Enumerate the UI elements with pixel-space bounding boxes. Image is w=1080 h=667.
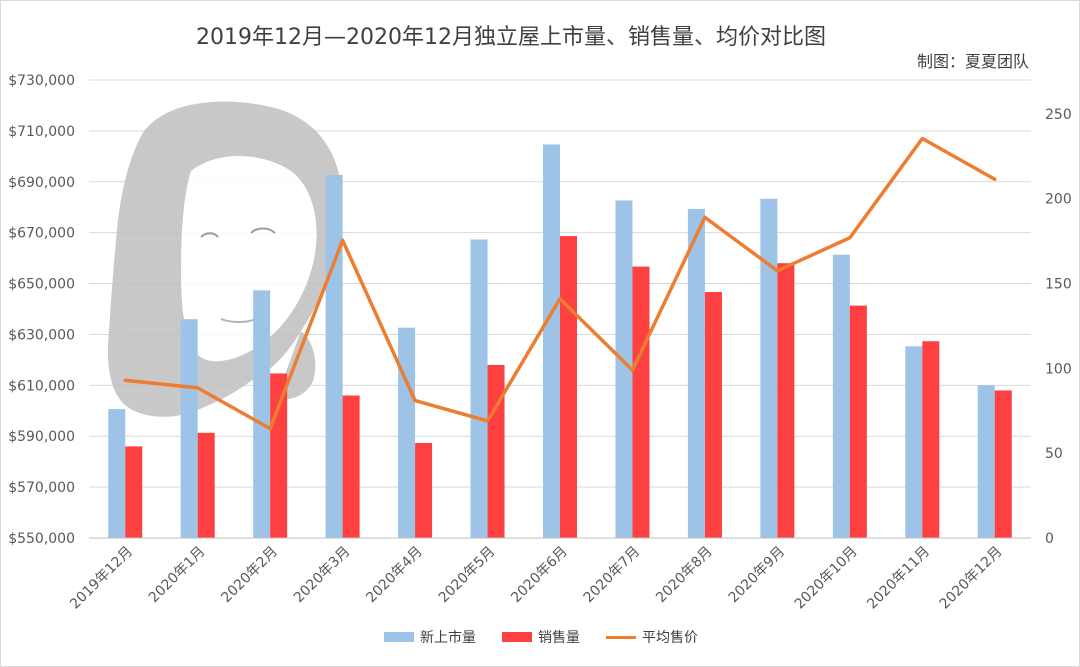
legend-swatch-avg-price [606,635,636,639]
bar-new-listings [615,200,633,538]
x-axis-tick-label: 2020年11月 [864,544,933,613]
legend-swatch-new-listings [384,632,414,642]
left-axis-tick-label: $690,000 [8,175,75,191]
bar-sales [777,263,795,538]
left-axis-tick-label: $710,000 [8,124,75,140]
x-axis-tick-label: 2020年9月 [726,544,789,607]
bar-new-listings [108,409,126,538]
bar-new-listings [832,254,850,539]
chart-title: 2019年12月—2020年12月独立屋上市量、销售量、均价对比图 [196,25,826,50]
bar-new-listings [543,144,560,538]
left-axis-tick-label: $570,000 [8,480,75,496]
right-axis-tick-label: 200 [1045,192,1072,208]
bar-new-listings [398,327,416,538]
left-axis-tick-label: $730,000 [8,73,75,89]
bar-sales [632,266,650,538]
bar-sales [994,390,1012,538]
chart-legend: 新上市量 销售量 平均售价 [1,627,1080,647]
x-axis-tick-label: 2020年12月 [937,544,1006,613]
right-axis-tick-label: 250 [1045,107,1072,123]
legend-label: 新上市量 [420,630,476,646]
bar-new-listings [470,239,488,539]
left-axis-tick-label: $610,000 [8,378,75,394]
bar-new-listings [977,385,995,538]
left-axis-tick-label: $590,000 [8,429,75,445]
bar-sales [415,443,433,538]
x-axis-tick-label: 2020年7月 [581,544,644,607]
bar-sales [197,432,215,538]
bar-sales [270,373,288,538]
bar-new-listings [180,319,198,538]
legend-label: 平均售价 [642,630,698,646]
bar-new-listings [325,174,343,538]
chart-credit: 制图：夏夏团队 [916,52,1029,71]
portrait-watermark [107,101,342,417]
bar-sales [704,292,722,538]
bar-sales [849,305,867,538]
bar-sales [125,446,143,538]
bar-sales [560,236,577,538]
bar-new-listings [760,198,778,539]
bar-new-listings [687,208,705,538]
legend-item-new-listings: 新上市量 [384,627,476,647]
right-axis-tick-label: 150 [1045,277,1072,293]
bar-sales [342,395,360,538]
legend-item-avg-price: 平均售价 [606,627,698,647]
x-axis-tick-label: 2020年8月 [653,544,716,607]
legend-label: 销售量 [538,630,580,646]
bar-sales [922,341,940,538]
left-axis-tick-label: $650,000 [8,277,75,293]
x-axis-tick-label: 2019年12月 [67,544,136,613]
x-axis-tick-label: 2020年10月 [792,544,861,613]
x-axis-tick-label: 2020年1月 [146,544,209,607]
legend-swatch-sales [502,632,532,642]
x-axis-tick-label: 2020年4月 [363,544,426,607]
bar-new-listings [905,346,923,538]
legend-item-sales: 销售量 [502,627,580,647]
right-axis-tick-label: 0 [1045,531,1054,547]
left-axis-tick-label: $630,000 [8,327,75,343]
x-axis-tick-label: 2020年5月 [436,544,499,607]
x-axis-tick-label: 2020年2月 [218,544,281,607]
right-axis-tick-label: 100 [1045,361,1072,377]
x-axis-tick-label: 2020年3月 [291,544,354,607]
left-axis-tick-label: $670,000 [8,226,75,242]
right-axis-tick-label: 50 [1045,446,1063,462]
bar-sales [487,364,505,538]
bar-new-listings [253,290,271,538]
x-axis-tick-label: 2020年6月 [508,544,571,607]
left-axis-tick-label: $550,000 [8,531,75,547]
